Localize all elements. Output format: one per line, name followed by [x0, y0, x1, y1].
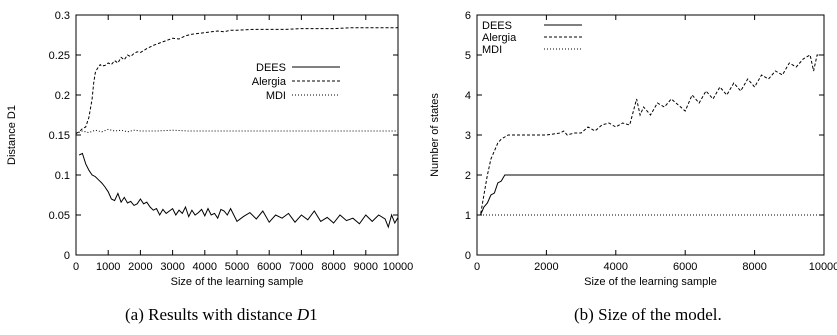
x-tick-label: 9000 — [354, 261, 378, 273]
caption-left-variable: D — [296, 305, 310, 324]
x-tick-label: 1000 — [96, 261, 120, 273]
y-tick-label: 0 — [465, 250, 471, 262]
x-axis-label: Size of the learning sample — [171, 276, 304, 288]
x-tick-label: 8000 — [742, 261, 766, 273]
x-tick-label: 4000 — [193, 261, 217, 273]
y-axis-label: Number of states — [429, 93, 441, 177]
y-tick-label: 0.25 — [49, 50, 70, 62]
x-tick-label: 8000 — [321, 261, 345, 273]
x-tick-label: 10000 — [383, 261, 414, 273]
series-line-mdi — [76, 128, 398, 134]
legend-label-dees: DEES — [256, 62, 286, 74]
caption-left-suffix: 1 — [309, 305, 318, 324]
series-line-dees — [78, 152, 398, 229]
x-tick-label: 6000 — [673, 261, 697, 273]
y-tick-label: 2 — [465, 170, 471, 182]
legend-label-mdi: MDI — [266, 90, 286, 102]
y-tick-label: 3 — [465, 130, 471, 142]
x-tick-label: 7000 — [289, 261, 313, 273]
legend-label-dees: DEES — [482, 20, 512, 32]
x-tick-label: 6000 — [257, 261, 281, 273]
caption-left-prefix: (a) Results with distance — [125, 305, 297, 324]
chart-number-of-states: 0 2000 4000 6000 8000 10000 0 1 2 3 4 5 6 Size of the… — [429, 10, 837, 288]
y-tick-label: 0 — [64, 250, 70, 262]
x-tick-label: 0 — [474, 261, 480, 273]
x-tick-label: 2000 — [128, 261, 152, 273]
y-tick-label: 0.3 — [55, 10, 70, 22]
x-tick-label: 2000 — [534, 261, 558, 273]
y-tick-label: 0.2 — [55, 90, 70, 102]
caption-right-text: (b) Size of the model. — [574, 305, 722, 324]
series-line-dees — [477, 174, 824, 216]
y-axis-label: Distance D1 — [6, 105, 18, 165]
y-tick-label: 0.1 — [55, 170, 70, 182]
legend-label-alergia: Alergia — [252, 76, 287, 88]
x-tick-label: 4000 — [604, 261, 628, 273]
y-tick-label: 0.15 — [49, 130, 70, 142]
caption-right: (b) Size of the model. — [574, 305, 722, 325]
legend-label-mdi: MDI — [482, 44, 502, 56]
x-tick-label: 5000 — [225, 261, 249, 273]
chart-distance-d1: 0 1000 2000 3000 4000 5000 6000 7000 8000 9000 100… — [6, 10, 413, 288]
caption-left: (a) Results with distance D1 — [125, 305, 318, 325]
x-tick-label: 10000 — [809, 261, 837, 273]
x-tick-label: 3000 — [160, 261, 184, 273]
series-line-alergia — [477, 54, 824, 216]
legend-label-alergia: Alergia — [482, 32, 517, 44]
y-tick-label: 6 — [465, 10, 471, 22]
y-tick-label: 4 — [465, 90, 471, 102]
y-tick-label: 5 — [465, 50, 471, 62]
y-tick-label: 0.05 — [49, 210, 70, 222]
y-tick-label: 1 — [465, 210, 471, 222]
series-line-alergia — [76, 27, 398, 134]
x-tick-label: 0 — [73, 261, 79, 273]
x-axis-label: Size of the learning sample — [584, 276, 717, 288]
